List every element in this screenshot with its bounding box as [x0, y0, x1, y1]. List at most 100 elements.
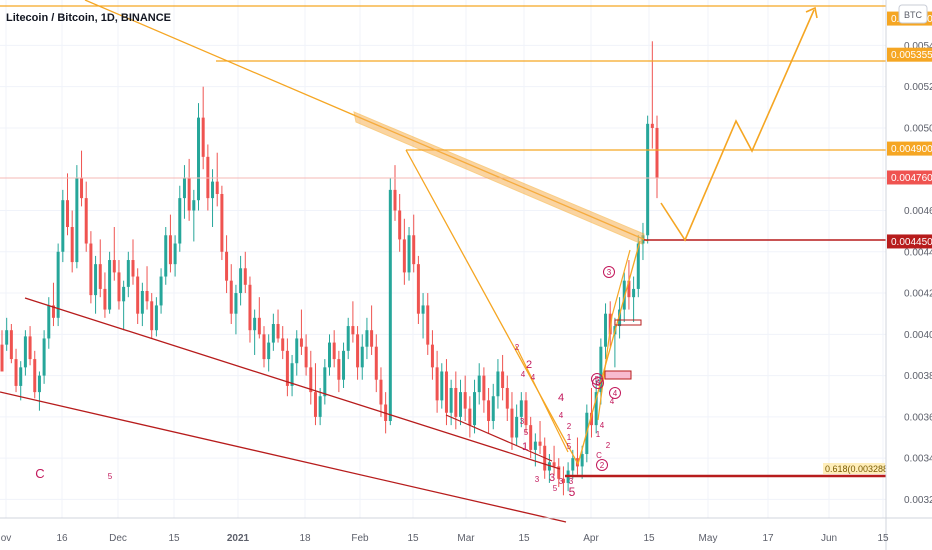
candle-body: [94, 264, 98, 296]
candle-body: [538, 441, 542, 446]
candle: [627, 260, 631, 310]
candle-body: [342, 350, 346, 380]
candle: [477, 363, 481, 405]
candle-body: [435, 367, 439, 401]
fib-label-bg: [823, 463, 885, 474]
candle: [318, 387, 322, 426]
candle-body: [309, 367, 313, 393]
candle: [379, 367, 383, 417]
candle: [496, 359, 500, 409]
candle: [154, 297, 158, 337]
wave-label: 2: [606, 441, 611, 450]
candle: [239, 255, 243, 306]
candle-body: [323, 367, 327, 397]
time-tick-label: May: [699, 533, 718, 544]
candle: [234, 284, 238, 335]
candle: [604, 303, 608, 360]
time-tick-label: 18: [299, 533, 311, 544]
candle-body: [463, 392, 467, 409]
wave-label: C: [596, 451, 602, 460]
time-tick-label: 15: [518, 533, 530, 544]
candle-body: [281, 338, 285, 351]
candle-body: [379, 379, 383, 405]
candle-body: [412, 235, 416, 265]
candle-body: [430, 344, 434, 368]
wave-label: C: [35, 466, 44, 481]
consolidation-box-upper: [614, 319, 642, 326]
drawings: 0.618(0.003288): [0, 0, 891, 523]
candle-body: [388, 189, 392, 422]
candle: [356, 326, 360, 380]
wave-leg: [515, 345, 569, 453]
price-tick-label: 0.005400: [904, 41, 932, 52]
candle-body: [374, 346, 378, 380]
candle-body: [515, 416, 519, 438]
candle-body: [159, 276, 163, 306]
wave-label: 2: [515, 343, 520, 352]
candle-body: [547, 462, 551, 471]
time-axis[interactable]: ov 16 Dec 15 2021 18 Feb 15 Mar 15 Apr 15 May 17 Jun 15: [0, 517, 932, 544]
candle-body: [510, 408, 514, 438]
candle: [37, 371, 41, 411]
candle: [267, 334, 271, 372]
price-tag-bg: [887, 47, 932, 62]
candle: [435, 350, 439, 413]
candle: [299, 309, 303, 355]
candle: [14, 348, 18, 393]
candle-body: [318, 396, 322, 417]
wave-label: 1: [522, 441, 528, 453]
currency-badge[interactable]: BTC: [898, 4, 928, 24]
candle-body: [285, 350, 289, 386]
candle-body: [299, 338, 303, 347]
candle-body: [304, 346, 308, 368]
candle: [328, 334, 331, 376]
candle: [211, 169, 215, 228]
price-tag-label: 0.004760: [891, 173, 932, 184]
candle: [454, 371, 458, 430]
candle-body: [28, 336, 32, 360]
candle-body: [66, 200, 69, 228]
candle-body: [473, 392, 477, 426]
candle-body: [211, 181, 215, 199]
candle: [337, 350, 341, 393]
candle: [122, 280, 126, 331]
candle-body: [646, 123, 650, 236]
candle-body: [599, 346, 603, 393]
candle: [416, 255, 420, 325]
candle: [182, 165, 186, 219]
candle-body: [215, 181, 219, 194]
candle-body: [56, 251, 60, 318]
wave-label: 2: [567, 422, 572, 431]
wave-circle: [603, 266, 615, 278]
candle: [192, 189, 196, 242]
candle-body: [356, 334, 360, 368]
candle-body: [491, 396, 495, 422]
circled-wave-label: 4: [609, 387, 621, 399]
price-tag-bg: [887, 170, 932, 185]
candle: [552, 445, 556, 475]
fib-level-label: 0.618(0.003288): [825, 464, 891, 474]
wave-label: 3: [559, 477, 564, 486]
candle: [276, 309, 280, 343]
candle-body: [580, 454, 584, 467]
candle: [547, 454, 551, 483]
candle: [89, 231, 93, 304]
wave-circle: [596, 459, 608, 471]
candle: [421, 293, 425, 339]
candle: [398, 193, 402, 252]
candle-body: [192, 200, 196, 211]
time-tick-label: Feb: [351, 533, 369, 544]
wave-label: 4: [613, 389, 618, 398]
price-axis[interactable]: 0.005400 0.005200 0.005000 0.004600 0.004400…: [885, 0, 932, 550]
candle: [19, 361, 23, 401]
candle: [23, 330, 27, 376]
time-tick-label: 15: [877, 533, 889, 544]
circled-wave-label: 6: [592, 377, 604, 389]
wave-label: 1: [567, 433, 572, 442]
candle-body: [154, 305, 158, 331]
candle: [351, 301, 355, 343]
candle-body: [444, 371, 448, 413]
